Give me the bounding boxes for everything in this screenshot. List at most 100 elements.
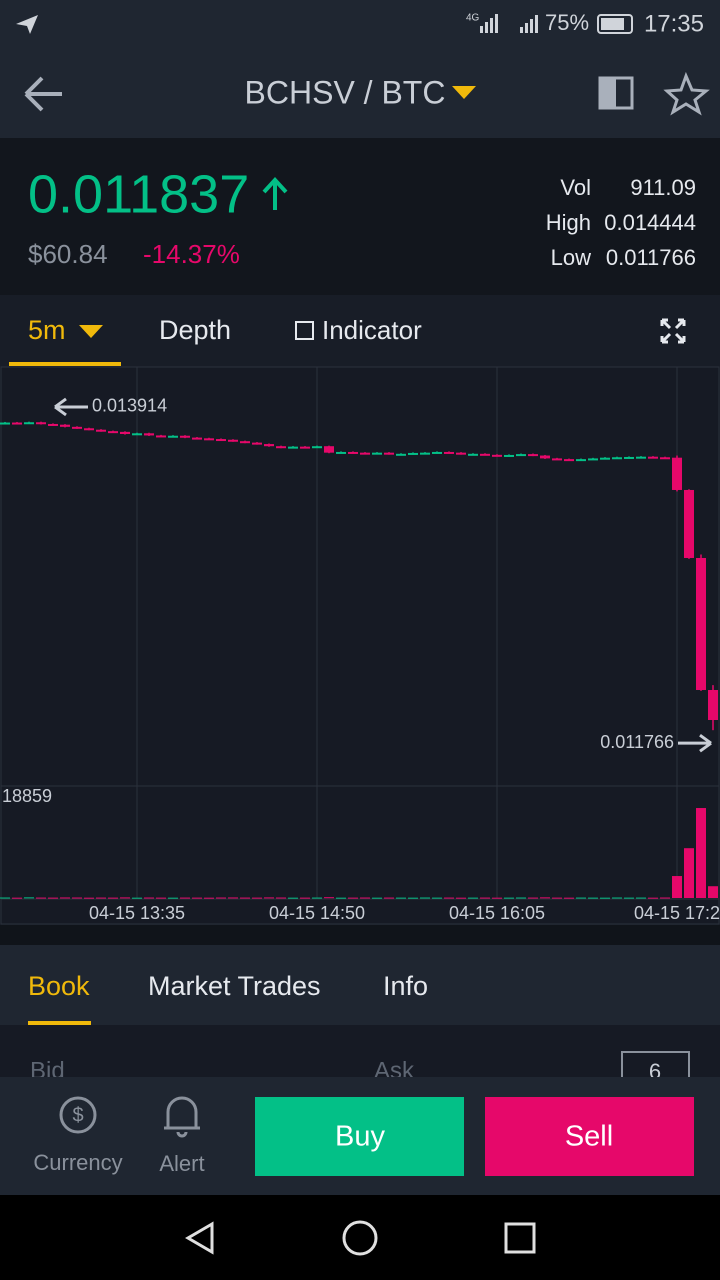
candle-body: [336, 451, 346, 454]
volume-bar: [144, 897, 154, 899]
candle-body: [528, 454, 538, 457]
stat-label: Vol: [560, 175, 591, 200]
candle-body: [240, 441, 250, 444]
candle-body: [36, 422, 46, 425]
battery-level: [601, 18, 624, 30]
book-tab[interactable]: Book: [28, 971, 90, 1001]
candle-body: [540, 455, 550, 459]
candle-body: [84, 428, 94, 431]
fullscreen-button[interactable]: [660, 318, 686, 344]
trades-tab[interactable]: Market Trades: [148, 971, 321, 1001]
volume-bar: [684, 848, 694, 898]
buy-button[interactable]: [255, 1097, 464, 1176]
volume-bar: [192, 897, 202, 899]
telegram-icon: [16, 15, 38, 34]
volume-bar: [492, 897, 502, 899]
depth-tab[interactable]: Depth: [159, 315, 231, 345]
volume-bar: [240, 897, 250, 899]
volume-bar: [24, 897, 34, 899]
volume-bar: [588, 897, 598, 899]
x-tick-label: 04-15 14:50: [269, 903, 365, 923]
info-tab[interactable]: Info: [383, 971, 428, 1001]
candle-body: [624, 456, 634, 459]
nav-home[interactable]: [342, 1220, 378, 1256]
candle-body: [492, 454, 502, 457]
currency-button[interactable]: $ Currency: [33, 1096, 123, 1175]
currency-icon: [59, 1096, 97, 1134]
currency-symbol: $: [72, 1104, 83, 1126]
candle-body: [432, 451, 442, 454]
compare-icon-fill: [600, 78, 616, 108]
volume-bar: [516, 897, 526, 899]
candle-body: [360, 452, 370, 455]
volume-bar: [300, 897, 310, 899]
compare-button[interactable]: [598, 76, 634, 110]
volume-bar: [96, 897, 106, 899]
interval-tab[interactable]: 5m: [28, 315, 66, 345]
volume-bar: [372, 897, 382, 899]
volume-bar: [228, 897, 238, 899]
volume-bar: [480, 897, 490, 899]
candle-body: [288, 446, 298, 449]
candle-body: [60, 424, 70, 427]
volume-bar: [324, 897, 334, 899]
candle-body: [456, 452, 466, 455]
divider: [0, 925, 720, 945]
alert-icon: [164, 1096, 200, 1138]
candle-body: [384, 452, 394, 455]
volume-bar: [468, 897, 478, 899]
volume-bar: [696, 808, 706, 898]
candle-body: [396, 453, 406, 456]
volume-bar: [444, 897, 454, 899]
volume-bar: [636, 897, 646, 899]
candle-body: [444, 451, 454, 454]
alert-label: Alert: [159, 1151, 204, 1176]
pair-title[interactable]: BCHSV / BTC: [245, 74, 446, 110]
back-button[interactable]: [24, 76, 62, 112]
sell-button[interactable]: [485, 1097, 694, 1176]
top-bar: [0, 0, 720, 138]
fiat-price: $60.84: [28, 239, 108, 269]
volume-bar: [216, 897, 226, 899]
volume-bar: [648, 897, 658, 899]
volume-bar: [288, 897, 298, 899]
indicator-icon: [295, 321, 314, 340]
volume-bar: [312, 897, 322, 899]
candle-body: [168, 435, 178, 438]
volume-bar: [348, 897, 358, 899]
volume-bar: [84, 897, 94, 899]
nav-recents[interactable]: [504, 1222, 536, 1254]
candle-body: [516, 454, 526, 457]
volume-bar: [60, 897, 70, 899]
signal-icon: [480, 14, 538, 33]
nav-back[interactable]: [185, 1221, 214, 1255]
volume-bar: [120, 897, 130, 899]
stat-value: 0.014444: [604, 210, 696, 235]
x-tick-label: 04-15 17:2: [634, 903, 720, 923]
candle-body: [696, 557, 706, 691]
x-tick-label: 04-15 13:35: [89, 903, 185, 923]
candle-body: [672, 457, 682, 490]
volume-bar: [456, 897, 466, 899]
interval-dropdown: [79, 325, 103, 338]
x-tick-label: 04-15 16:05: [449, 903, 545, 923]
candle-body: [504, 454, 514, 457]
candle-body: [600, 457, 610, 460]
stat-value: 911.09: [630, 175, 696, 200]
candle-body: [708, 690, 718, 720]
volume-bar: [420, 897, 430, 899]
buy-label: Buy: [335, 1121, 385, 1153]
volume-bar: [264, 897, 274, 899]
favorite-button[interactable]: [663, 71, 710, 116]
volume-bar: [624, 897, 634, 899]
alert-button[interactable]: Alert: [159, 1096, 205, 1176]
indicator-tab[interactable]: Indicator: [322, 315, 422, 345]
candlestick-chart: 04-15 13:35 04-15 14:50 04-15 16:05 04-15 1…: [0, 367, 720, 923]
pair-dropdown[interactable]: [452, 86, 476, 99]
volume-bar: [540, 897, 550, 899]
stat-label: Low: [551, 245, 591, 270]
candle-body: [552, 458, 562, 461]
volume-bar: [156, 897, 166, 899]
